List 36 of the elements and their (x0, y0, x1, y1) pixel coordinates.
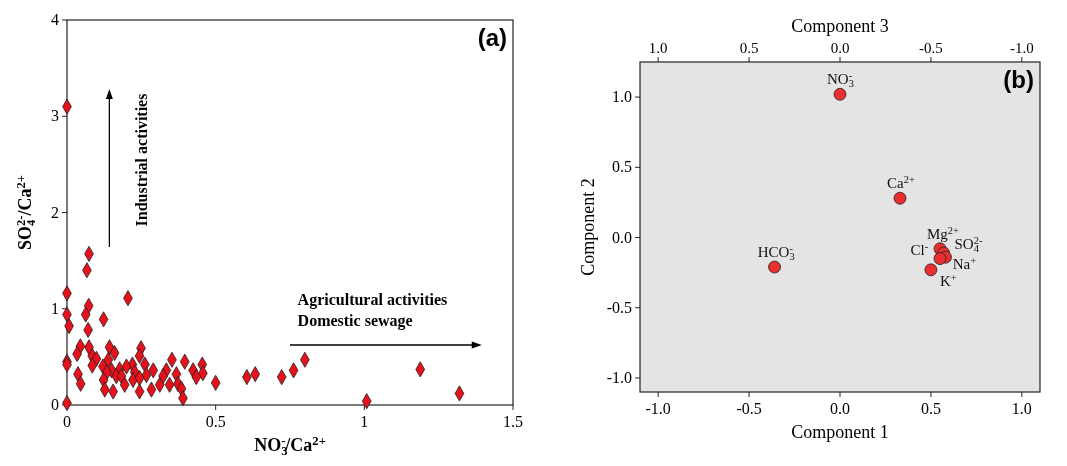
x-tick-label: -1.0 (645, 400, 671, 417)
annotation: Industrial activities (133, 93, 151, 227)
y-tick-label: -1.0 (606, 368, 632, 386)
x2-tick-label: 1.0 (648, 40, 668, 56)
x-tick-label: 1.5 (503, 413, 523, 430)
series-label: Ca$^{2+}$ (887, 174, 915, 192)
x2-tick-label: 0.5 (739, 40, 759, 56)
annotation: Agricultural activities (297, 291, 448, 309)
y-tick-label: 0.0 (612, 228, 632, 246)
x-tick-label: 1 (360, 413, 369, 430)
y-tick-label: 2 (51, 203, 59, 221)
series-label: K$^{+}$ (939, 272, 957, 289)
x-tick-label: -0.5 (736, 400, 762, 417)
x2-axis-title: Component 3 (791, 16, 889, 36)
y-axis-title: Component 2 (578, 178, 598, 276)
x-tick-label: 0.5 (205, 413, 226, 430)
annotation: (a) (477, 24, 507, 51)
x-tick-label: 1.0 (1011, 400, 1032, 417)
y-tick-label: -0.5 (606, 298, 632, 316)
annotation: Domestic sewage (297, 312, 413, 330)
y-tick-label: 1.0 (612, 88, 632, 106)
x-tick-label: 0.5 (920, 400, 941, 417)
x2-tick-label: -1.0 (1009, 40, 1034, 56)
x2-tick-label: 0.0 (830, 40, 850, 56)
annotation: (b) (1003, 66, 1034, 93)
x2-tick-label: -0.5 (919, 40, 943, 56)
y-tick-label: 1 (51, 299, 59, 317)
series-label: Cl$^{-}$ (910, 240, 929, 258)
series-label: Na$^{+}$ (952, 255, 977, 272)
y-tick-label: 4 (51, 11, 59, 28)
y-tick-label: 0.5 (612, 158, 632, 176)
x-tick-label: 0 (63, 413, 71, 430)
x-axis-title: NO$_{3}$$^{-}$/Ca$^{2+}$ (254, 434, 326, 458)
y-tick-label: 3 (51, 107, 59, 125)
x-tick-label: 0.0 (830, 400, 850, 417)
x-axis-title: Component 1 (791, 422, 889, 442)
